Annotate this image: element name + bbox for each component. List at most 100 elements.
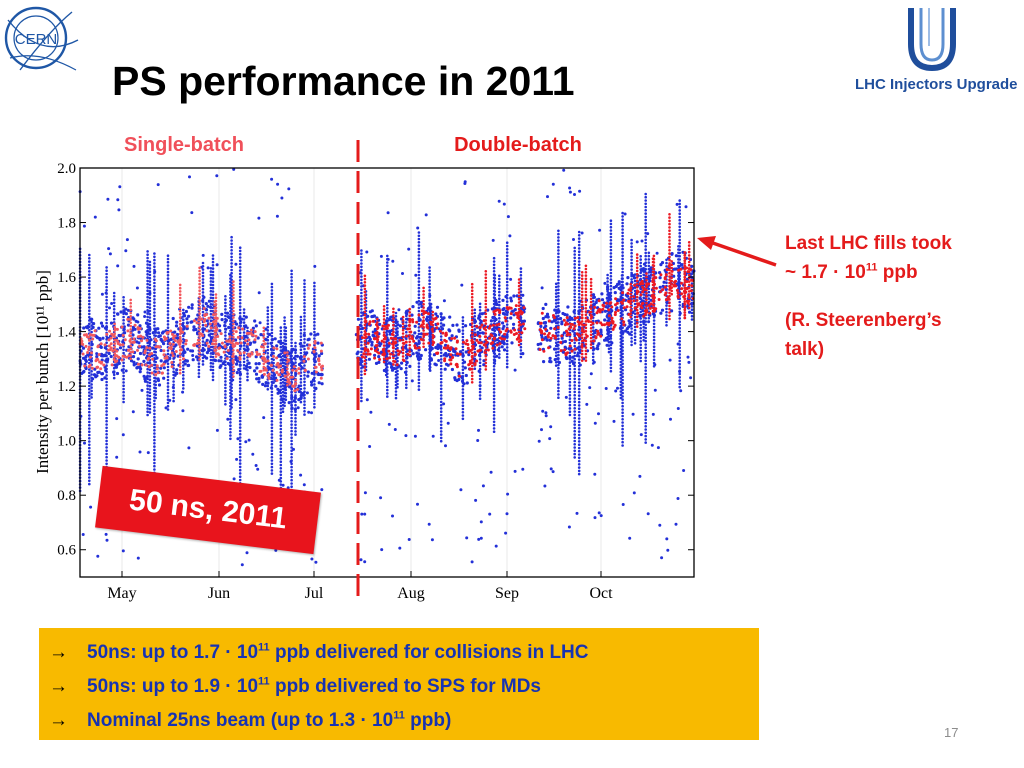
data-point	[577, 459, 581, 463]
data-point	[386, 310, 389, 313]
chart-points	[78, 167, 696, 567]
data-point	[554, 305, 558, 309]
data-point	[88, 378, 91, 381]
data-point	[270, 338, 274, 341]
data-point	[377, 355, 381, 359]
data-point	[505, 297, 509, 300]
data-point	[451, 356, 455, 359]
data-point	[678, 311, 682, 315]
data-point	[678, 320, 681, 324]
data-point	[299, 394, 303, 397]
data-point	[606, 283, 609, 287]
data-point	[396, 376, 399, 379]
data-point	[644, 333, 647, 337]
data-point	[299, 335, 303, 338]
data-point	[166, 296, 170, 300]
data-point	[238, 419, 242, 423]
data-point	[397, 308, 401, 312]
data-point	[266, 388, 270, 391]
data-point	[591, 335, 595, 339]
data-point	[229, 368, 232, 372]
data-point	[122, 325, 126, 329]
data-point	[229, 391, 232, 395]
data-point	[644, 209, 647, 212]
data-point	[577, 436, 581, 440]
data-point	[493, 312, 497, 316]
data-point	[621, 231, 624, 235]
data-point	[260, 375, 264, 379]
data-point	[396, 382, 399, 386]
data-point	[405, 373, 408, 377]
data-point	[238, 272, 242, 276]
data-point	[439, 367, 443, 371]
data-point	[303, 383, 306, 387]
data-point	[319, 341, 323, 345]
data-point	[577, 273, 581, 276]
data-point	[166, 290, 170, 294]
data-point	[417, 355, 421, 359]
data-point	[238, 269, 242, 272]
data-point	[88, 260, 91, 263]
data-point	[257, 291, 261, 295]
data-point	[444, 444, 447, 448]
data-point	[644, 411, 647, 415]
data-point	[573, 361, 576, 364]
data-point	[652, 325, 656, 329]
data-point	[292, 447, 295, 451]
data-point	[417, 332, 421, 336]
data-point	[417, 385, 421, 388]
data-point	[313, 337, 316, 340]
data-point	[492, 328, 496, 332]
data-point	[266, 345, 270, 349]
data-point	[266, 332, 270, 335]
data-point	[105, 351, 108, 354]
data-point	[308, 343, 312, 347]
data-point	[238, 279, 242, 282]
data-point	[166, 326, 170, 330]
data-point	[270, 305, 274, 309]
data-point	[205, 338, 209, 342]
data-point	[386, 395, 389, 398]
data-point	[270, 449, 274, 453]
data-point	[290, 482, 293, 485]
data-point	[644, 382, 647, 386]
data-point	[145, 346, 149, 350]
data-point	[573, 312, 576, 315]
data-point	[90, 343, 93, 347]
data-point	[557, 281, 560, 285]
data-point	[644, 245, 647, 248]
data-point	[541, 409, 545, 413]
data-point	[270, 308, 274, 312]
data-point	[279, 362, 283, 365]
data-point	[290, 348, 293, 351]
data-point	[171, 336, 175, 340]
data-point	[639, 433, 643, 437]
data-point	[290, 315, 293, 318]
data-point	[211, 290, 215, 293]
data-point	[122, 400, 125, 404]
data-point	[266, 329, 270, 332]
data-point	[568, 394, 572, 397]
data-point	[639, 323, 642, 327]
data-point	[270, 400, 274, 403]
data-point	[431, 434, 435, 438]
data-point	[279, 349, 283, 352]
data-point	[276, 391, 280, 395]
data-point	[544, 414, 548, 418]
data-point	[417, 244, 421, 247]
data-point	[417, 254, 421, 257]
data-point	[644, 431, 647, 435]
data-point	[270, 459, 274, 462]
data-point	[314, 560, 318, 564]
data-point	[591, 352, 595, 355]
data-point	[396, 359, 399, 363]
data-point	[99, 321, 104, 325]
data-point	[577, 266, 581, 270]
data-point	[360, 327, 363, 331]
data-point	[246, 336, 249, 339]
liu-logo: LHC Injectors Upgrade	[845, 4, 1020, 104]
data-point	[92, 322, 96, 326]
data-point	[557, 298, 560, 301]
data-point	[361, 355, 364, 359]
data-point	[466, 346, 470, 350]
